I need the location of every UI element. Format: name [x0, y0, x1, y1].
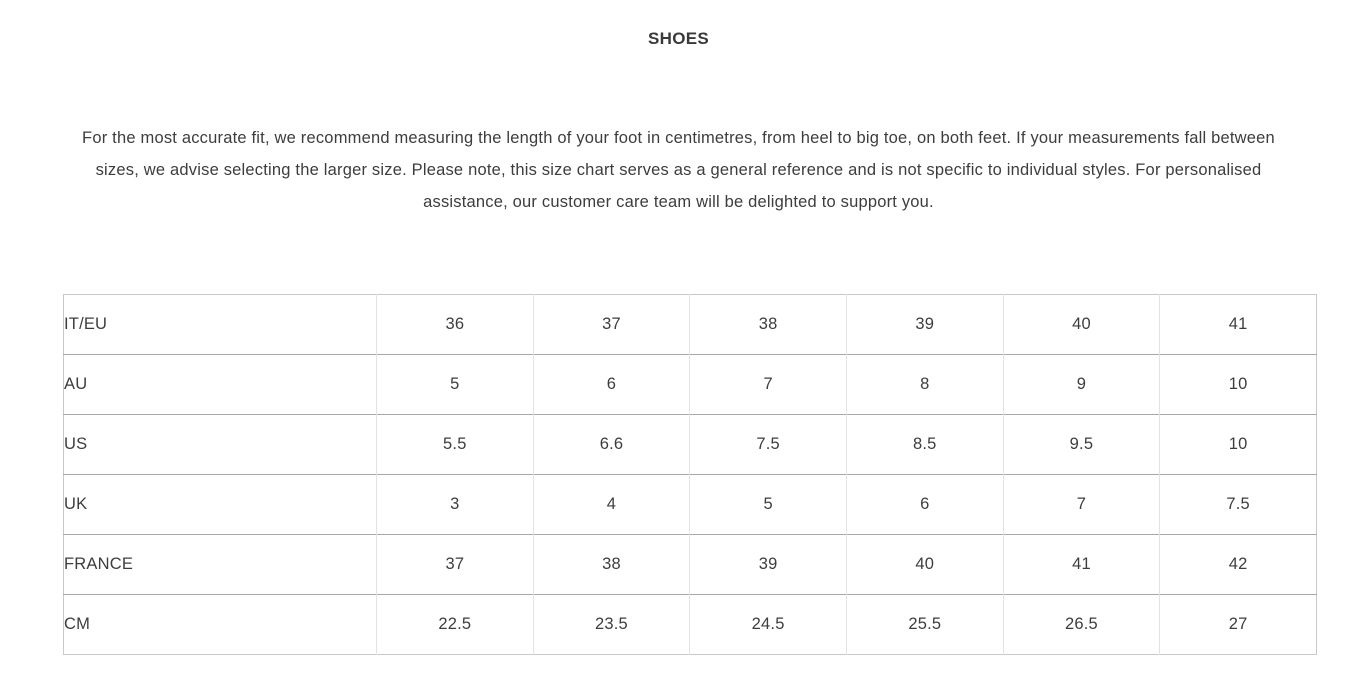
size-value-cell: 10 [1159, 354, 1317, 415]
row-label: IT/EU [64, 315, 108, 333]
row-label: FRANCE [63, 534, 377, 595]
size-value-cell: 26.5 [1002, 594, 1160, 655]
page-title: SHOES [647, 29, 710, 48]
row-label: UK [63, 474, 377, 535]
size-value-cell: 42 [1159, 534, 1317, 595]
size-value-cell: 41 [1002, 534, 1160, 595]
table-row: UK 3 4 5 6 7 7.5 [63, 474, 1317, 535]
size-value-cell: 40 [845, 534, 1004, 595]
size-value-cell: 22.5 [376, 594, 534, 655]
table-row: IT/EU 36 37 38 39 40 41 [64, 294, 1317, 355]
size-value-cell: 7.5 [689, 414, 847, 475]
size-value-cell: 6 [845, 474, 1004, 535]
row-label: AU [63, 354, 377, 415]
size-value-cell: 8 [845, 354, 1004, 415]
size-value-cell: 6.6 [532, 414, 690, 475]
table-row: AU 5 6 7 8 9 10 [63, 354, 1317, 415]
size-value-cell: 9 [1002, 354, 1160, 415]
table-row: FRANCE 37 38 39 40 41 42 [63, 534, 1317, 595]
size-value-cell: 5 [689, 474, 847, 535]
size-value-cell: 10 [1159, 414, 1317, 475]
size-value-cell: 27 [1159, 594, 1317, 655]
size-value-cell: 38 [689, 294, 847, 355]
size-value-cell: 39 [689, 534, 847, 595]
size-value-cell: 41 [1159, 294, 1317, 355]
size-value-cell: 24.5 [689, 594, 847, 655]
size-value-cell: 39 [845, 294, 1004, 355]
size-value-cell: 23.5 [532, 594, 690, 655]
size-value-cell: 5 [376, 354, 534, 415]
size-value-cell: 7 [689, 354, 847, 415]
size-value-cell: 25.5 [845, 594, 1004, 655]
size-guide-intro-text: For the most accurate fit, we recommend … [82, 129, 1275, 211]
size-value-cell: 36 [376, 294, 534, 355]
size-value-cell: 9.5 [1002, 414, 1160, 475]
table-row: US 5.5 6.6 7.5 8.5 9.5 10 [63, 414, 1317, 475]
shoe-size-table: IT/EU 36 37 38 39 40 41 AU 5 6 7 8 9 10 US 5.5 6.6 7.5 8.5… [63, 294, 1317, 655]
size-value-cell: 7 [1002, 474, 1160, 535]
size-chart-section: IT/EU 36 37 38 39 40 41 AU 5 6 7 8 9 10 US 5.5 6.6 7.5 8.5… [63, 294, 1317, 655]
size-value-cell: 4 [532, 474, 690, 535]
row-label: US [63, 414, 377, 475]
size-value-cell: 40 [1002, 294, 1160, 355]
size-value-cell: 37 [376, 534, 534, 595]
size-value-cell: 3 [376, 474, 534, 535]
size-value-cell: 37 [532, 294, 690, 355]
size-value-cell: 7.5 [1159, 474, 1317, 535]
size-value-cell: 8.5 [845, 414, 1004, 475]
size-value-cell: 5.5 [376, 414, 534, 475]
size-table-body: IT/EU 36 37 38 39 40 41 AU 5 6 7 8 9 10 US 5.5 6.6 7.5 8.5… [63, 294, 1317, 655]
size-value-cell: 6 [532, 354, 690, 415]
row-label: CM [63, 594, 377, 655]
size-value-cell: 38 [532, 534, 690, 595]
table-row: CM 22.5 23.5 24.5 25.5 26.5 27 [63, 594, 1317, 655]
